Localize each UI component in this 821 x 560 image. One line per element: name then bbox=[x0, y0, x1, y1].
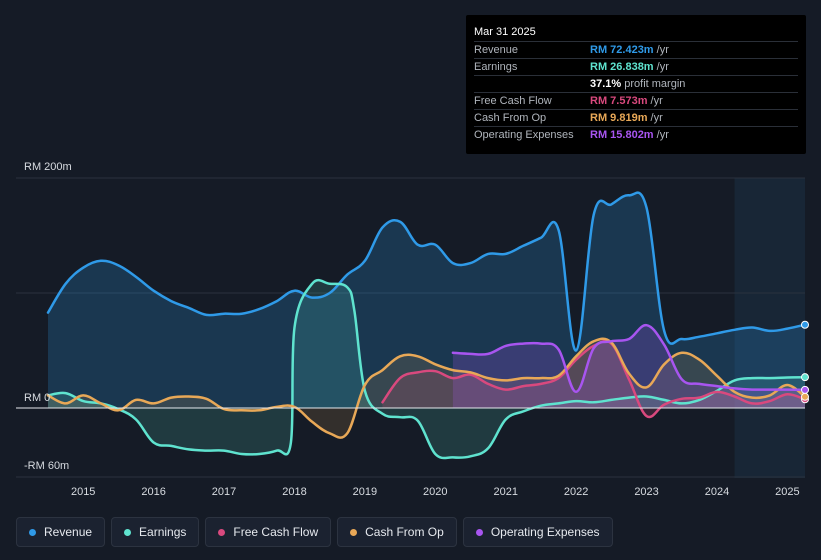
tooltip-row-free-cash-flow: Free Cash Flow RM 7.573m /yr bbox=[474, 92, 798, 109]
tooltip-unit: /yr bbox=[647, 112, 663, 124]
tooltip-unit: /yr bbox=[653, 44, 669, 56]
x-tick-label: 2015 bbox=[71, 486, 95, 498]
x-axis-labels: 2015 2016 2017 2018 2019 2020 2021 2022 2023 2024… bbox=[71, 486, 800, 498]
tooltip-value: RM 15.802m bbox=[590, 129, 654, 141]
tooltip-row-cash-from-op: Cash From Op RM 9.819m /yr bbox=[474, 109, 798, 126]
x-tick-label: 2018 bbox=[282, 486, 306, 498]
end-marker-operating-expenses bbox=[801, 385, 809, 394]
tooltip-label: Free Cash Flow bbox=[474, 95, 552, 107]
legend-label: Earnings bbox=[139, 525, 187, 539]
tooltip-row-earnings: Earnings RM 26.838m /yr bbox=[474, 58, 798, 75]
legend-dot-icon bbox=[218, 528, 226, 536]
tooltip-row-profit-margin: 37.1% profit margin bbox=[474, 75, 798, 92]
line-revenue bbox=[46, 191, 807, 352]
x-tick-label: 2023 bbox=[634, 486, 658, 498]
legend-item-cash-from-op[interactable]: Cash From Op bbox=[337, 517, 457, 547]
tooltip-label: Operating Expenses bbox=[474, 129, 574, 141]
legend-label: Cash From Op bbox=[365, 525, 444, 539]
legend-label: Operating Expenses bbox=[490, 525, 600, 539]
legend-dot-icon bbox=[475, 528, 483, 536]
tooltip-label: Cash From Op bbox=[474, 112, 547, 124]
tooltip-unit: profit margin bbox=[621, 78, 686, 90]
tooltip-value: RM 9.819m bbox=[590, 112, 648, 124]
line-free-cash-flow bbox=[381, 339, 807, 419]
tooltip-value: RM 7.573m bbox=[590, 95, 648, 107]
tooltip-label: Revenue bbox=[474, 44, 519, 56]
series-fills bbox=[48, 192, 805, 459]
y-axis-labels: RM 200m RM 0 -RM 60m bbox=[24, 161, 72, 472]
area-earnings bbox=[48, 280, 805, 459]
x-tick-label: 2020 bbox=[423, 486, 447, 498]
legend-item-free-cash-flow[interactable]: Free Cash Flow bbox=[205, 517, 332, 547]
legend-dot-icon bbox=[350, 528, 358, 536]
y-tick-label: RM 200m bbox=[24, 161, 72, 173]
tooltip-unit: /yr bbox=[653, 61, 669, 73]
legend-label: Revenue bbox=[44, 525, 93, 539]
tooltip-label bbox=[474, 76, 590, 92]
area-revenue bbox=[48, 192, 805, 408]
end-marker-revenue bbox=[801, 320, 809, 329]
tooltip-label: Earnings bbox=[474, 61, 518, 73]
line-cash-from-op bbox=[46, 337, 807, 439]
tooltip-value: RM 72.423m bbox=[590, 44, 654, 56]
x-tick-label: 2021 bbox=[493, 486, 517, 498]
gridlines bbox=[16, 177, 805, 478]
legend-dot-icon bbox=[29, 528, 36, 536]
tooltip-value: 37.1% bbox=[590, 78, 622, 90]
x-tick-label: 2019 bbox=[353, 486, 377, 498]
series-lines bbox=[46, 191, 807, 460]
tooltip-unit: /yr bbox=[653, 129, 669, 141]
legend-label: Free Cash Flow bbox=[233, 525, 319, 539]
x-tick-label: 2016 bbox=[141, 486, 165, 498]
legend: Revenue Earnings Free Cash Flow Cash Fro… bbox=[16, 517, 613, 547]
y-tick-label: RM 0 bbox=[24, 392, 50, 404]
tooltip-panel: Mar 31 2025 Revenue RM 72.423m /yr Earni… bbox=[466, 15, 806, 154]
y-tick-label: -RM 60m bbox=[24, 460, 69, 472]
tooltip-row-operating-expenses: Operating Expenses RM 15.802m /yr bbox=[474, 126, 798, 143]
end-marker-earnings bbox=[801, 373, 809, 382]
series-end-markers bbox=[801, 320, 809, 404]
legend-dot-icon bbox=[124, 528, 132, 536]
tooltip-value: RM 26.838m bbox=[590, 61, 654, 73]
legend-item-operating-expenses[interactable]: Operating Expenses bbox=[462, 517, 613, 547]
x-tick-label: 2017 bbox=[212, 486, 236, 498]
x-tick-label: 2024 bbox=[705, 486, 729, 498]
line-operating-expenses bbox=[451, 323, 807, 394]
x-tick-label: 2025 bbox=[775, 486, 799, 498]
legend-item-revenue[interactable]: Revenue bbox=[16, 517, 106, 547]
area-cash-from-op bbox=[48, 338, 805, 438]
end-marker-cash-from-op bbox=[801, 392, 809, 401]
tooltip-unit: /yr bbox=[647, 95, 663, 107]
tooltip-row-revenue: Revenue RM 72.423m /yr bbox=[474, 41, 798, 58]
legend-item-earnings[interactable]: Earnings bbox=[111, 517, 200, 547]
x-tick-label: 2022 bbox=[564, 486, 588, 498]
tooltip-date: Mar 31 2025 bbox=[474, 26, 536, 38]
